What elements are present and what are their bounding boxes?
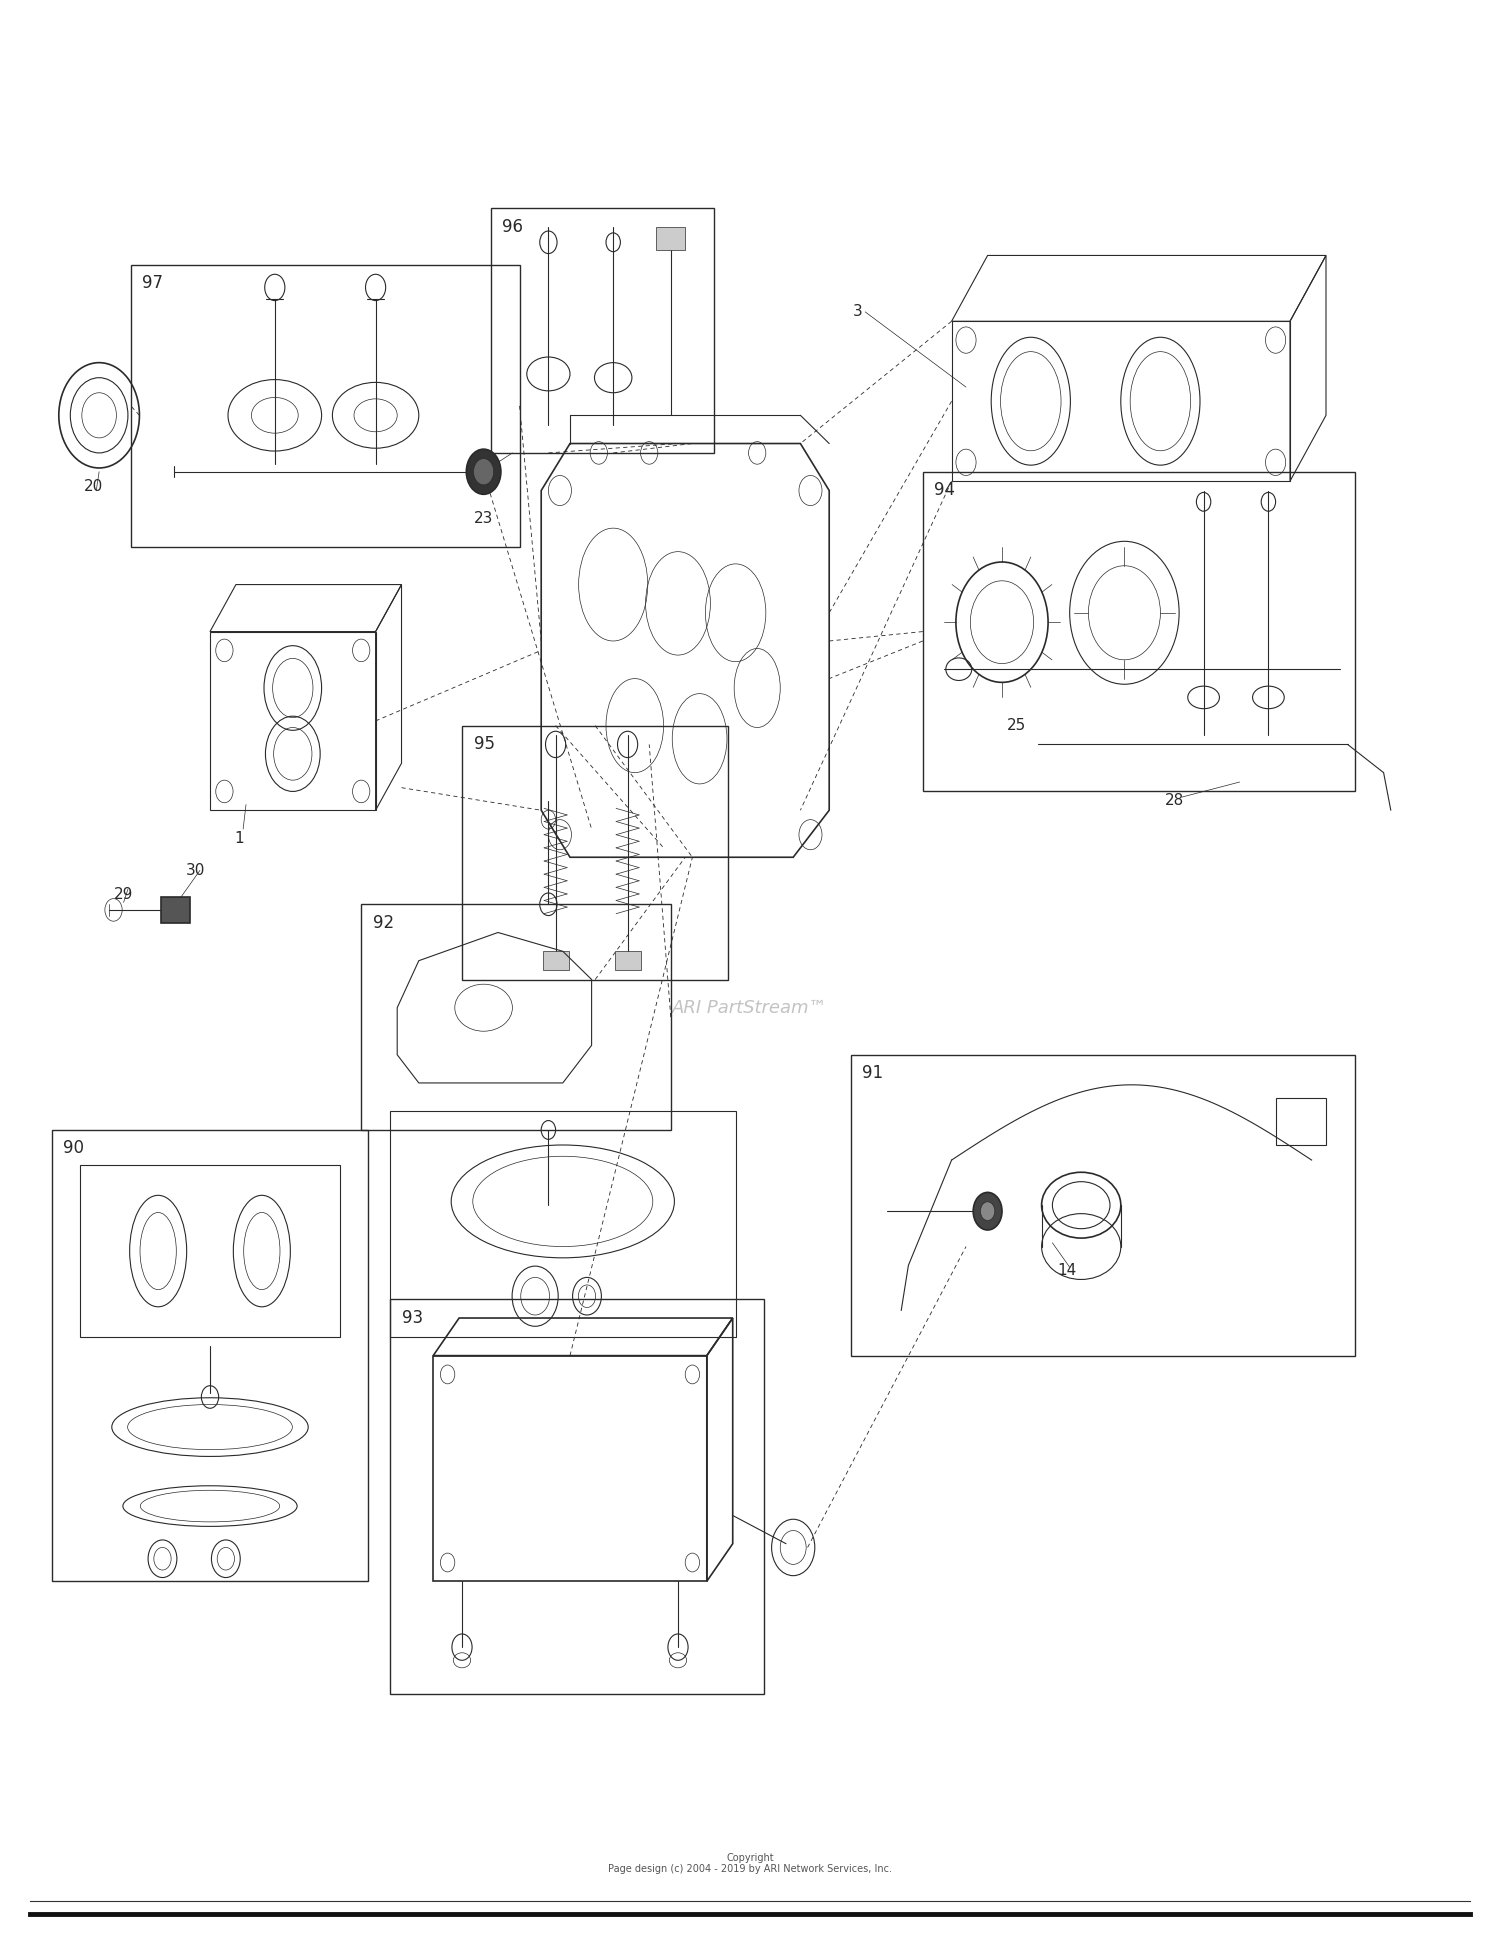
- Bar: [130, 264, 519, 547]
- Bar: [615, 952, 640, 970]
- Bar: [362, 905, 670, 1130]
- Bar: [210, 631, 375, 811]
- Bar: [1275, 1097, 1326, 1144]
- Text: 96: 96: [503, 217, 524, 235]
- Circle shape: [466, 449, 501, 494]
- Text: 90: 90: [63, 1140, 84, 1158]
- Text: 29: 29: [114, 887, 134, 903]
- Text: 95: 95: [474, 735, 495, 752]
- Text: 97: 97: [142, 274, 164, 292]
- Text: 25: 25: [1007, 719, 1026, 733]
- Text: 30: 30: [186, 862, 206, 878]
- Text: 92: 92: [372, 913, 394, 932]
- Text: 28: 28: [1166, 793, 1185, 809]
- Text: 93: 93: [402, 1309, 423, 1326]
- Text: 91: 91: [862, 1064, 883, 1081]
- Bar: [657, 227, 686, 251]
- Text: Copyright
Page design (c) 2004 - 2019 by ARI Network Services, Inc.: Copyright Page design (c) 2004 - 2019 by…: [608, 1853, 892, 1875]
- Text: 14: 14: [1058, 1264, 1077, 1279]
- Bar: [390, 1299, 765, 1695]
- Text: 20: 20: [84, 480, 104, 494]
- Circle shape: [974, 1193, 1002, 1230]
- Bar: [462, 725, 729, 980]
- Bar: [81, 1166, 339, 1336]
- Bar: [951, 321, 1290, 482]
- Bar: [160, 897, 190, 923]
- Bar: [922, 472, 1354, 791]
- Bar: [51, 1130, 369, 1581]
- Bar: [850, 1054, 1354, 1356]
- Bar: [390, 1111, 735, 1336]
- Text: 94: 94: [934, 482, 956, 500]
- Text: ARI PartStream™: ARI PartStream™: [672, 999, 828, 1017]
- Bar: [433, 1356, 706, 1581]
- Bar: [543, 952, 568, 970]
- Bar: [490, 208, 714, 453]
- Circle shape: [474, 458, 494, 486]
- Text: 3: 3: [853, 304, 862, 319]
- Text: 1: 1: [234, 831, 243, 846]
- Text: 23: 23: [474, 511, 494, 527]
- Circle shape: [981, 1201, 994, 1220]
